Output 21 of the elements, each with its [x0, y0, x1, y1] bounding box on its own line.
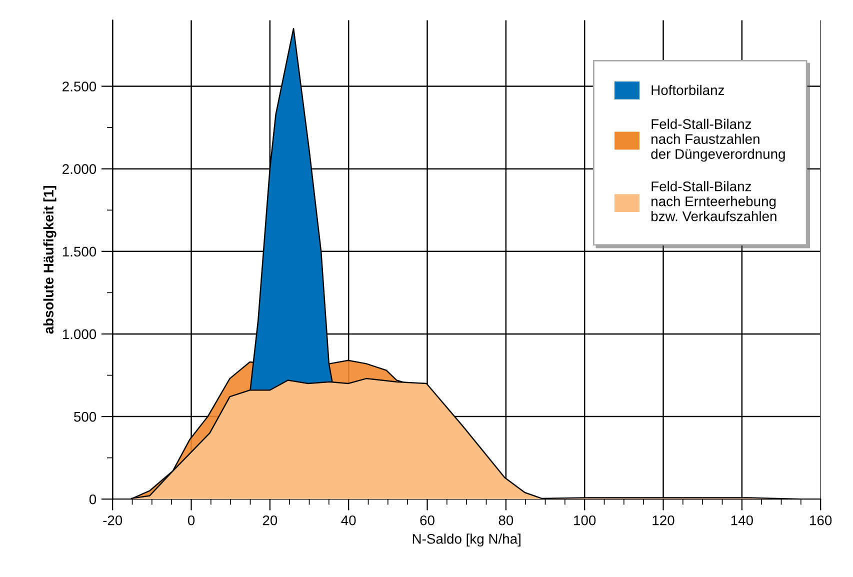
y-tick-label: 1.000	[62, 329, 96, 340]
y-tick-label: 2.000	[62, 164, 96, 174]
x-tick-label: 80	[498, 515, 514, 526]
y-tick-label: 0	[89, 494, 96, 504]
x-tick-label: 100	[574, 515, 596, 526]
x-tick-label: 120	[652, 515, 674, 526]
x-tick-label: 140	[731, 515, 753, 526]
x-axis-title: N-Saldo [kg N/ha]	[412, 534, 520, 547]
y-tick-label: 2.500	[62, 82, 96, 92]
y-tick-label: 500	[74, 412, 96, 422]
x-tick-label: 0	[188, 515, 195, 526]
x-tick-label: 60	[420, 515, 434, 526]
y-axis-title: absolute Häufigkeit [1]	[43, 186, 56, 334]
legend-label: Hoftorbilanz	[652, 84, 724, 96]
x-tick-label: -20	[103, 515, 122, 526]
y-tick-label: 1.500	[62, 246, 96, 257]
legend-label: Feld-Stall-Bilanz nach Ernteerhebung bzw. Verkaufszahlen	[652, 181, 776, 222]
x-tick-label: 160	[810, 515, 832, 526]
x-tick-label: 20	[262, 515, 278, 526]
legend-label: Feld-Stall-Bilanz nach Faustzahlen der Düngeverordnung	[651, 118, 785, 162]
x-tick-label: 40	[341, 515, 356, 526]
